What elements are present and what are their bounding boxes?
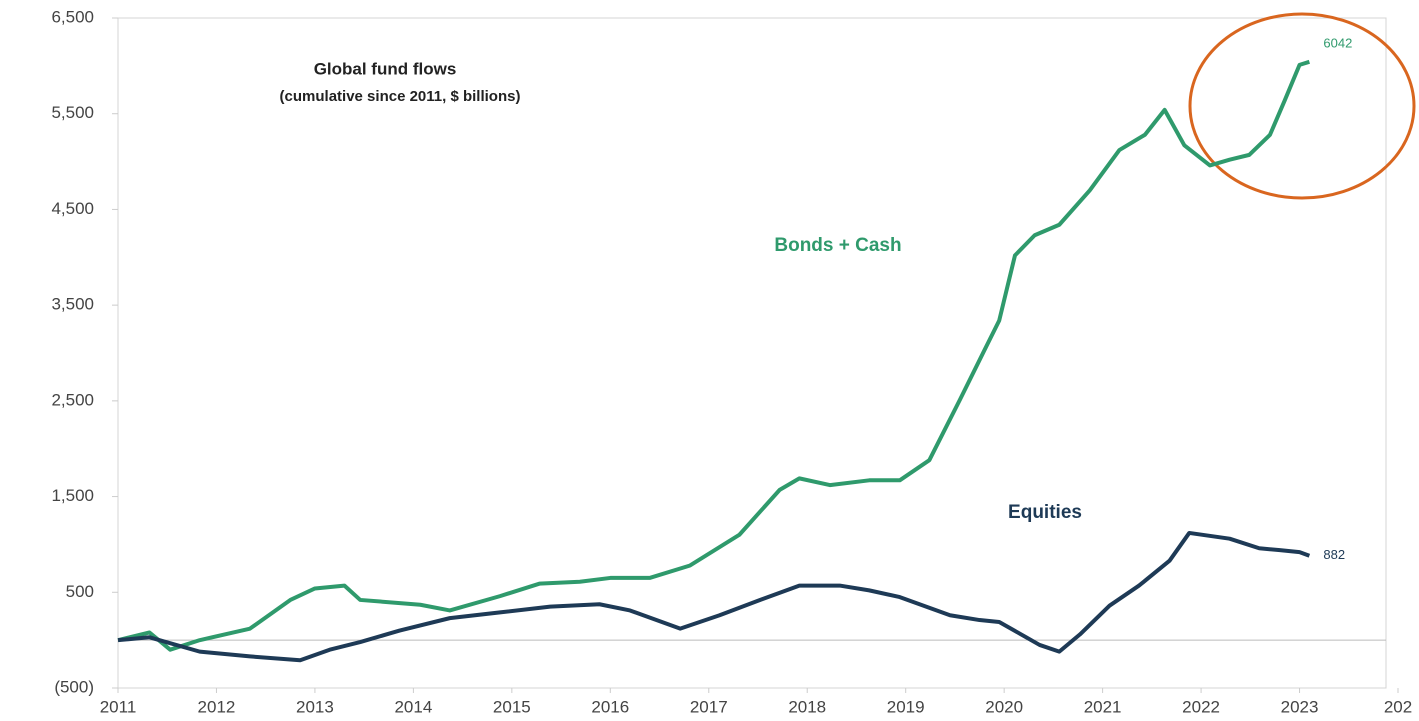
y-tick-label: 5,500 <box>51 103 94 122</box>
y-tick-label: 3,500 <box>51 295 94 314</box>
series-line <box>117 59 1310 652</box>
x-tick-label: 2020 <box>985 697 1023 716</box>
x-tick-label: 2012 <box>198 697 236 716</box>
x-tick-label: 2017 <box>690 697 728 716</box>
y-tick-label: 1,500 <box>51 486 94 505</box>
series-line <box>117 530 1311 663</box>
y-tick-label: 500 <box>66 582 94 601</box>
x-tick-label: 2013 <box>296 697 334 716</box>
highlight-circle <box>1188 12 1416 200</box>
series-label: Bonds + Cash <box>774 235 901 256</box>
end-value-label: 882 <box>1323 547 1345 562</box>
y-tick-label: (500) <box>54 677 94 696</box>
chart-title: Global fund flows <box>314 59 457 78</box>
x-tick-label: 2019 <box>887 697 925 716</box>
x-tick-label: 2014 <box>394 697 432 716</box>
plot-frame <box>117 17 1387 689</box>
x-tick-label: 2022 <box>1182 697 1220 716</box>
x-tick-label: 2016 <box>591 697 629 716</box>
series-label: Equities <box>1008 502 1082 523</box>
y-tick-label: 2,500 <box>51 390 94 409</box>
y-tick-label: 6,500 <box>51 7 94 26</box>
chart-subtitle: (cumulative since 2011, $ billions) <box>280 88 521 105</box>
x-tick-label: 202 <box>1384 697 1412 716</box>
x-tick-label: 2018 <box>788 697 826 716</box>
x-tick-label: 2011 <box>100 697 137 716</box>
x-tick-label: 2021 <box>1084 697 1122 716</box>
end-value-label: 6042 <box>1323 35 1352 50</box>
x-tick-label: 2023 <box>1281 697 1319 716</box>
x-tick-label: 2015 <box>493 697 531 716</box>
y-tick-label: 4,500 <box>51 199 94 218</box>
